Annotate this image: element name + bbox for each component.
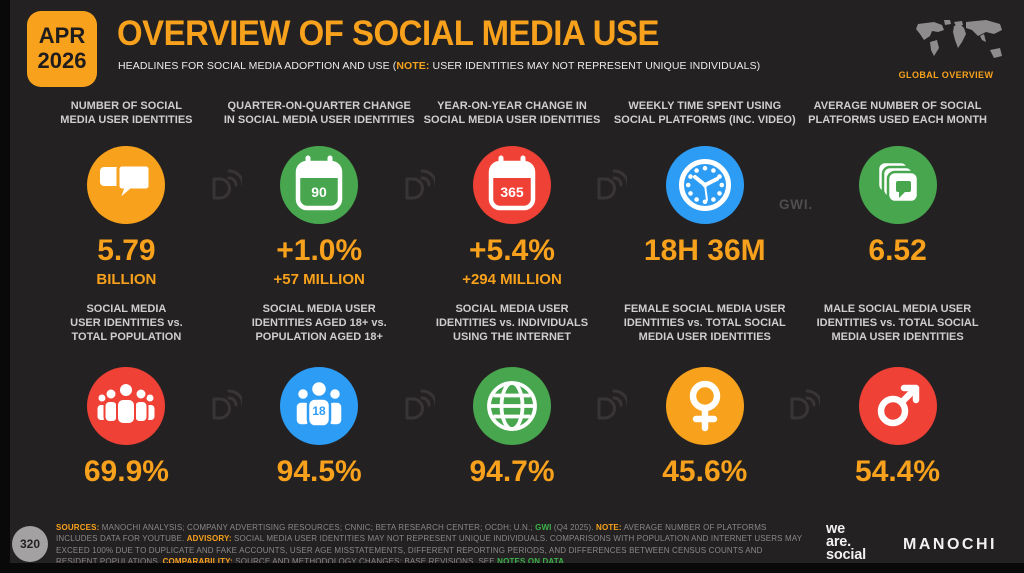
- stat-value: 94.5%: [276, 455, 362, 488]
- stat-label: AVERAGE NUMBER OF SOCIAL PLATFORMS USED …: [808, 100, 988, 126]
- stat-value: 45.6%: [662, 455, 748, 488]
- stat-label: SOCIAL MEDIA USER IDENTITIES vs. TOTAL P…: [70, 303, 183, 343]
- stat-subvalue: +294 MILLION: [462, 271, 562, 288]
- stat-label: WEEKLY TIME SPENT USING SOCIAL PLATFORMS…: [613, 100, 796, 126]
- subtitle-prefix: HEADLINES FOR SOCIAL MEDIA ADOPTION AND …: [118, 60, 397, 72]
- stat-label: QUARTER-ON-QUARTER CHANGE IN SOCIAL MEDI…: [223, 100, 415, 126]
- stat-card-vs-internet-users: SOCIAL MEDIA USER IDENTITIES vs. INDIVID…: [416, 303, 609, 487]
- page-subtitle: HEADLINES FOR SOCIAL MEDIA ADOPTION AND …: [118, 60, 760, 72]
- chat-bubbles-icon: [87, 146, 166, 224]
- stat-label: YEAR-ON-YEAR CHANGE IN SOCIAL MEDIA USER…: [423, 100, 601, 126]
- datareportal-watermark-icon: [597, 389, 627, 420]
- subtitle-suffix: USER IDENTITIES MAY NOT REPRESENT UNIQUE…: [429, 60, 761, 72]
- we-are-social-logo: we are. social: [826, 521, 866, 563]
- world-map-icon: [916, 20, 1002, 58]
- globe-icon: [472, 367, 551, 445]
- notes-on-data-link[interactable]: NOTES ON DATA: [497, 556, 565, 566]
- stats-row-1: NUMBER OF SOCIAL MEDIA USER IDENTITIES 5…: [30, 100, 994, 287]
- date-month: APR: [38, 23, 86, 49]
- footer-segment: SOURCE AND METHODOLOGY CHANGES; BASE REV…: [232, 556, 498, 566]
- stat-card-vs-population: SOCIAL MEDIA USER IDENTITIES vs. TOTAL P…: [30, 303, 223, 487]
- bottom-edge-bar: [0, 563, 1024, 573]
- stat-subvalue: +57 MILLION: [273, 271, 365, 288]
- was-line-3: social: [826, 547, 866, 563]
- left-edge-bar: [0, 0, 10, 573]
- datareportal-watermark-icon: [405, 389, 435, 420]
- datareportal-watermark-icon: [212, 169, 242, 200]
- footer-segment: SOURCES:: [56, 523, 100, 532]
- date-badge: APR 2026: [27, 11, 97, 87]
- gwi-source-label: GWI.: [779, 197, 813, 212]
- calendar-quarter-icon: 90: [280, 146, 359, 224]
- stat-label: NUMBER OF SOCIAL MEDIA USER IDENTITIES: [60, 100, 193, 126]
- stat-value: 18H 36M: [643, 234, 766, 267]
- manochi-logo: MANOCHI: [903, 536, 997, 553]
- stat-label: SOCIAL MEDIA USER IDENTITIES AGED 18+ vs…: [251, 303, 387, 343]
- page-title: OVERVIEW OF SOCIAL MEDIA USE: [117, 14, 659, 53]
- stat-label: MALE SOCIAL MEDIA USER IDENTITIES vs. TO…: [816, 303, 979, 343]
- stat-value: 69.9%: [83, 455, 169, 488]
- stats-row-2: SOCIAL MEDIA USER IDENTITIES vs. TOTAL P…: [30, 303, 994, 487]
- footer-segment: (Q4 2025).: [551, 523, 597, 532]
- stat-card-yoy-change: YEAR-ON-YEAR CHANGE IN SOCIAL MEDIA USER…: [416, 100, 609, 287]
- stat-value: +1.0%: [276, 234, 363, 267]
- stacked-platforms-icon: [858, 146, 937, 224]
- clock-icon: [665, 146, 744, 224]
- footer-segment: NOTE:: [596, 523, 622, 532]
- was-line-2: are.: [826, 534, 851, 550]
- region-label: GLOBAL OVERVIEW: [898, 70, 994, 80]
- was-line-1: we: [826, 521, 845, 537]
- stat-card-qoq-change: QUARTER-ON-QUARTER CHANGE IN SOCIAL MEDI…: [223, 100, 416, 287]
- stat-value: 5.79: [97, 234, 156, 267]
- datareportal-watermark-icon: [597, 169, 627, 200]
- stat-card-avg-platforms: AVERAGE NUMBER OF SOCIAL PLATFORMS USED …: [801, 100, 994, 287]
- footer-segment: ADVISORY:: [186, 534, 232, 544]
- age-badge: 18: [313, 404, 327, 418]
- stat-card-user-identities: NUMBER OF SOCIAL MEDIA USER IDENTITIES 5…: [30, 100, 223, 287]
- stat-card-male-share: MALE SOCIAL MEDIA USER IDENTITIES vs. TO…: [801, 303, 994, 487]
- male-symbol-icon: [858, 367, 937, 445]
- footer-segment: AVERAGE NUMBER OF PLATFORMS INCLUDES DAT…: [56, 523, 767, 544]
- stat-card-female-share: FEMALE SOCIAL MEDIA USER IDENTITIES vs. …: [608, 303, 801, 487]
- stat-card-weekly-time: WEEKLY TIME SPENT USING SOCIAL PLATFORMS…: [608, 100, 801, 287]
- datareportal-watermark-icon: [212, 389, 242, 420]
- people-aged-18-icon: 18: [280, 367, 359, 445]
- footer-sources-text: SOURCES: MANOCHI ANALYSIS; COMPANY ADVER…: [56, 522, 804, 567]
- footer-segment: MANOCHI ANALYSIS; COMPANY ADVERTISING RE…: [99, 523, 536, 532]
- people-group-icon: [87, 367, 166, 445]
- calendar-year-icon: 365: [472, 146, 551, 224]
- footer-segment: GWI: [535, 523, 552, 532]
- datareportal-watermark-icon: [790, 389, 820, 420]
- calendar-badge: 90: [311, 184, 327, 200]
- subtitle-note-label: NOTE:: [396, 60, 430, 72]
- footer-segment: SOCIAL MEDIA USER IDENTITIES MAY NOT REP…: [56, 534, 803, 566]
- stat-value: +5.4%: [469, 234, 555, 267]
- calendar-badge: 365: [500, 184, 524, 200]
- stat-card-aged-18: SOCIAL MEDIA USER IDENTITIES AGED 18+ vs…: [223, 303, 416, 487]
- footer-segment: .: [564, 556, 567, 566]
- stat-label: SOCIAL MEDIA USER IDENTITIES vs. INDIVID…: [435, 303, 589, 343]
- date-year: 2026: [37, 48, 87, 73]
- stat-value: 54.4%: [855, 455, 941, 488]
- stat-value: 94.7%: [469, 455, 555, 488]
- page-number: 320: [19, 537, 41, 551]
- stat-value: 6.52: [868, 234, 927, 267]
- stat-subvalue: BILLION: [96, 271, 157, 288]
- datareportal-watermark-icon: [405, 169, 435, 200]
- footer-segment: COMPARABILITY:: [162, 556, 233, 566]
- female-symbol-icon: [665, 367, 744, 445]
- stat-label: FEMALE SOCIAL MEDIA USER IDENTITIES vs. …: [623, 303, 786, 343]
- page-number-badge: 320: [12, 526, 48, 562]
